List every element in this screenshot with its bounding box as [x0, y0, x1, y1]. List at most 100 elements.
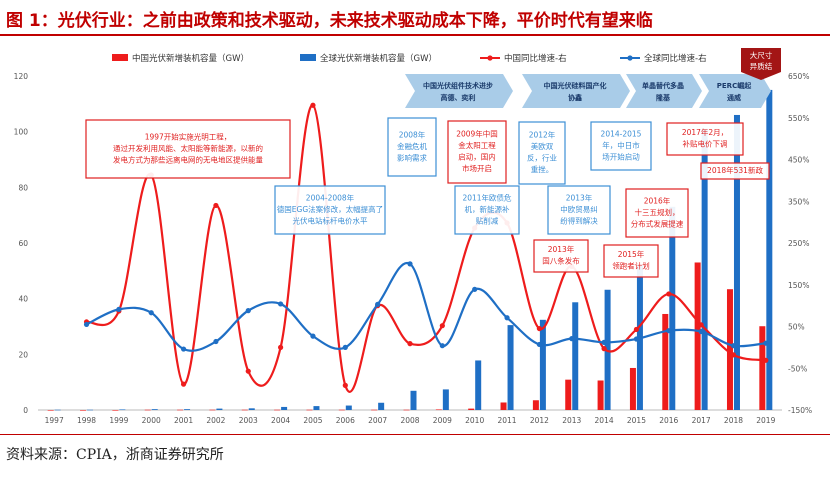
annotation-text: 补贴电价下调	[683, 139, 728, 149]
global-growth-point	[536, 341, 542, 348]
china-capacity-bar	[371, 409, 378, 411]
annotation-text: 反，行业	[527, 153, 557, 163]
arrow-text: PERC崛起	[717, 81, 752, 90]
annotation-text: 年，中日市	[602, 140, 640, 150]
x-tick-label: 2018	[724, 416, 743, 425]
china-capacity-bar	[597, 380, 604, 410]
china-capacity-bar	[500, 402, 507, 410]
annotation-text: 发电方式为那些远离电网的无电地区提供能量	[113, 154, 263, 164]
global-growth-point	[375, 301, 381, 307]
global-growth-line	[86, 261, 766, 352]
global-capacity-bar	[410, 390, 417, 410]
annotation-text: 影响需求	[397, 152, 427, 162]
arrow-text: 隆基	[656, 93, 671, 102]
y-tick-label: 0	[23, 406, 28, 415]
legend-label: 全球同比增速-右	[644, 53, 707, 64]
global-capacity-bar	[216, 408, 223, 410]
china-capacity-bar	[306, 409, 313, 411]
x-tick-label: 2017	[692, 416, 711, 425]
global-growth-point	[504, 315, 510, 321]
x-tick-label: 1997	[45, 416, 64, 425]
annotation-text: 2004-2008年	[306, 192, 355, 202]
legend-item: 全球光伏新增装机容量（GW）	[300, 53, 437, 64]
annotation-text: 启动，国内	[458, 152, 496, 162]
annotation-text: 金太阳工程	[458, 140, 496, 150]
global-capacity-bar	[507, 325, 514, 410]
china-growth-point	[698, 322, 704, 328]
x-tick-label: 2004	[271, 416, 290, 425]
annotation-a2017: 2017年2月， 补贴电价下调	[666, 122, 744, 156]
legend-label: 中国同比增速-右	[504, 53, 567, 64]
legend-marker	[487, 55, 493, 61]
global-capacity-bar	[539, 319, 546, 410]
chart: 0 20 40 60 80 100 120 -150% -50% 50% 150% 250% 350% 4…	[14, 48, 812, 425]
x-tick-label: 2009	[433, 416, 452, 425]
china-growth-point	[180, 381, 187, 387]
china-growth-point	[342, 382, 348, 388]
annotation-box	[700, 162, 770, 180]
legend-item: 中国光伏新增装机容量（GW）	[112, 53, 249, 64]
global-capacity-bar	[119, 409, 126, 411]
china-growth-point	[310, 102, 316, 108]
global-growth-point	[278, 301, 284, 307]
annotation-text: 十三五规划，	[635, 207, 680, 217]
global-capacity-bar	[475, 360, 482, 410]
annotation-box	[274, 185, 386, 235]
annotation-text: 机，新能源补	[465, 204, 510, 214]
china-growth-point	[407, 341, 413, 347]
annotation-text: 2009年中国	[456, 129, 498, 139]
annotation-a1997: 1997开始实施光明工程， 通过开发利用风能、太阳能等新能源，以新的发电方式为那些…	[85, 119, 291, 179]
annotation-box	[590, 121, 652, 171]
china-growth-point	[666, 291, 672, 297]
global-growth-point	[472, 286, 478, 292]
y2-tick-label: 450%	[788, 156, 809, 165]
annotation-text: 2013年	[548, 244, 575, 254]
global-capacity-bar	[701, 128, 708, 410]
china-growth-line	[86, 104, 767, 393]
x-tick-label: 1999	[109, 416, 128, 425]
y2-tick-label: -50%	[788, 364, 807, 373]
global-growth-point	[148, 310, 154, 316]
annotation-text: 德国EGG法案修改，太幅提高了	[277, 204, 383, 214]
arrow-text: 单晶替代多晶	[642, 81, 684, 90]
global-growth-point	[666, 328, 672, 334]
legend-swatch	[300, 54, 316, 61]
annotation-text: 光伏电站标杆电价水平	[293, 215, 368, 225]
arrow-shape	[699, 74, 771, 108]
global-capacity-bar	[345, 405, 352, 410]
china-growth-point	[730, 352, 737, 358]
annotation-text: 2017年2月，	[682, 127, 728, 137]
legend-item: 中国同比增速-右	[480, 53, 567, 64]
annotation-box	[666, 122, 744, 156]
annotation-text: 2012年	[529, 130, 556, 140]
annotation-box	[533, 239, 589, 273]
global-capacity-bar	[766, 89, 773, 410]
china-capacity-bar	[403, 409, 410, 411]
x-tick-label: 2002	[206, 416, 225, 425]
global-capacity-bar	[281, 406, 288, 410]
y2-tick-label: 350%	[788, 197, 809, 206]
arrow-shape	[405, 74, 513, 108]
global-growth-point	[439, 343, 445, 349]
global-capacity-bar	[248, 408, 255, 410]
annotation-text: 2016年	[644, 195, 671, 205]
y2-tick-label: 650%	[788, 72, 809, 81]
china-capacity-bar	[80, 410, 87, 411]
annotation-text: 2011年欧债危	[462, 192, 512, 202]
annotation-text: 1997开始实施光明工程，	[145, 131, 232, 141]
global-capacity-bar	[733, 114, 740, 410]
china-capacity-bar	[759, 326, 766, 410]
global-capacity-bar	[87, 409, 94, 411]
y2-tick-label: -150%	[788, 406, 812, 415]
annotation-box	[447, 120, 507, 184]
y-tick-label: 80	[18, 183, 28, 192]
y2-tick-label: 550%	[788, 114, 809, 123]
global-growth-point	[730, 343, 737, 349]
